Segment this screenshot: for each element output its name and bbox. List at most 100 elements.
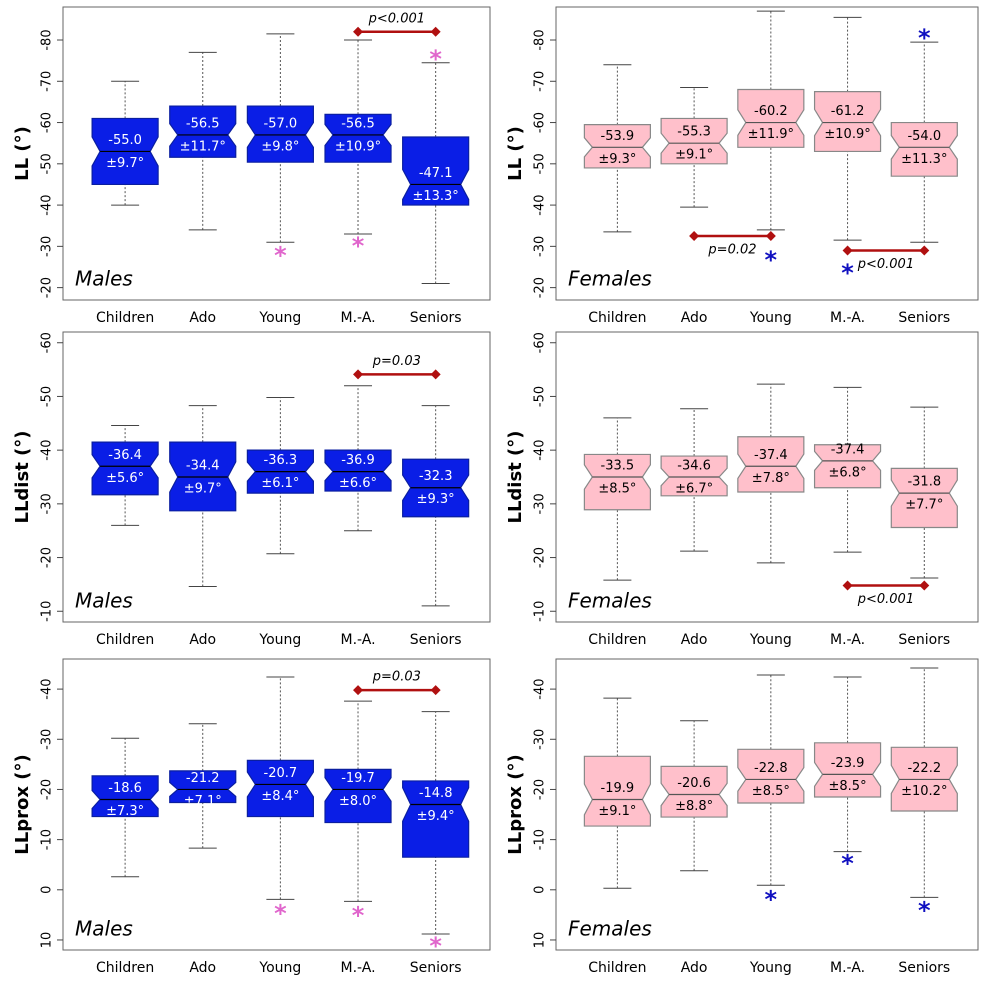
x-tick-label: Ado [681, 960, 708, 976]
y-tick-label: -40 [533, 678, 548, 699]
p-value: p=0.03 [372, 670, 421, 685]
outlier: * [352, 232, 365, 260]
y-tick-label: -50 [533, 153, 548, 174]
box [324, 449, 392, 492]
box [890, 467, 958, 529]
mean-label: -20.6 [677, 776, 711, 791]
y-tick-label: -80 [533, 29, 548, 50]
y-tick-label: -20 [533, 779, 548, 800]
x-tick-label: Young [749, 632, 792, 648]
x-tick-label: Seniors [410, 960, 462, 976]
box [660, 455, 728, 497]
x-tick-label: M.-A. [830, 310, 865, 326]
box [169, 105, 237, 158]
x-tick-label: M.-A. [340, 310, 375, 326]
box [169, 770, 237, 804]
sd-label: ±5.6° [106, 471, 144, 486]
sd-label: ±9.8° [261, 139, 299, 154]
mean-label: -34.6 [677, 459, 711, 474]
sd-label: ±11.3° [901, 152, 947, 167]
y-tick-label: -40 [533, 440, 548, 461]
plot-frame [555, 6, 979, 301]
outlier: * [274, 241, 287, 269]
outlier: * [429, 932, 442, 960]
mean-label: -33.5 [601, 459, 635, 474]
sd-label: ±10.2° [901, 784, 947, 799]
mean-label: -34.4 [186, 459, 220, 474]
box [91, 775, 159, 818]
y-tick-label: -30 [40, 493, 55, 514]
x-tick-label: Seniors [410, 310, 462, 326]
sd-label: ±6.1° [261, 476, 299, 491]
comparison-end [842, 245, 853, 256]
box [813, 90, 882, 153]
annotation: Females [568, 917, 652, 941]
mean-label: -19.7 [341, 771, 375, 786]
y-tick-label: -70 [40, 71, 55, 92]
x-tick-label: Children [588, 960, 646, 976]
x-tick-label: Children [588, 632, 646, 648]
x-tick-label: Seniors [898, 632, 950, 648]
box [402, 136, 470, 206]
x-tick-label: M.-A. [340, 960, 375, 976]
box [91, 441, 159, 496]
y-tick-label: -60 [40, 112, 55, 133]
x-tick-label: Ado [189, 310, 216, 326]
sd-label: ±11.7° [180, 139, 226, 154]
plot-frame [62, 331, 491, 623]
outlier: * [765, 246, 778, 274]
box [402, 780, 470, 858]
annotation: Males [75, 267, 133, 291]
y-tick-label: 10 [40, 932, 55, 949]
sd-label: ±13.3° [412, 189, 458, 204]
y-axis-label: LLdist (°) [12, 430, 33, 523]
box [583, 453, 651, 511]
y-axis-label: LLdist (°) [505, 430, 526, 523]
sd-label: ±7.1° [184, 794, 222, 809]
y-tick-label: -30 [40, 236, 55, 257]
outlier: * [918, 24, 931, 52]
sd-label: ±8.5° [752, 784, 790, 799]
y-tick-label: -40 [40, 194, 55, 215]
x-tick-label: Ado [189, 632, 216, 648]
y-tick-label: 0 [40, 886, 55, 894]
box [324, 113, 392, 163]
x-tick-label: Young [749, 310, 792, 326]
y-tick-label: -50 [533, 386, 548, 407]
y-tick-label: -70 [533, 71, 548, 92]
box [583, 124, 651, 169]
box [660, 117, 728, 165]
outlier: * [918, 896, 931, 924]
plot-frame [62, 6, 491, 301]
comparison-end [919, 245, 930, 256]
y-tick-label: -10 [533, 829, 548, 850]
sd-label: ±8.4° [261, 789, 299, 804]
comparison-end [430, 685, 441, 696]
y-axis-label: LLprox (°) [505, 754, 526, 854]
y-tick-label: -60 [533, 112, 548, 133]
x-tick-label: Seniors [898, 960, 950, 976]
y-tick-label: -60 [40, 332, 55, 353]
y-axis-label: LLprox (°) [12, 754, 33, 854]
plot-frame [62, 658, 491, 951]
box [813, 444, 882, 489]
outlier: * [429, 45, 442, 73]
plot-frame [555, 331, 979, 623]
x-tick-label: Young [749, 960, 792, 976]
mean-label: -20.7 [264, 766, 298, 781]
x-tick-label: M.-A. [830, 632, 865, 648]
mean-label: -53.9 [601, 129, 635, 144]
mean-label: -36.3 [264, 453, 298, 468]
mean-label: -18.6 [108, 781, 142, 796]
sd-label: ±6.8° [829, 465, 867, 480]
comparison-end [353, 685, 364, 696]
y-tick-label: -10 [40, 829, 55, 850]
box [737, 748, 805, 804]
sd-label: ±9.7° [106, 156, 144, 171]
y-tick-label: -80 [40, 29, 55, 50]
mean-label: -36.4 [108, 448, 142, 463]
sd-label: ±9.1° [675, 148, 713, 163]
comparison-end [765, 231, 776, 242]
y-tick-label: -40 [533, 194, 548, 215]
